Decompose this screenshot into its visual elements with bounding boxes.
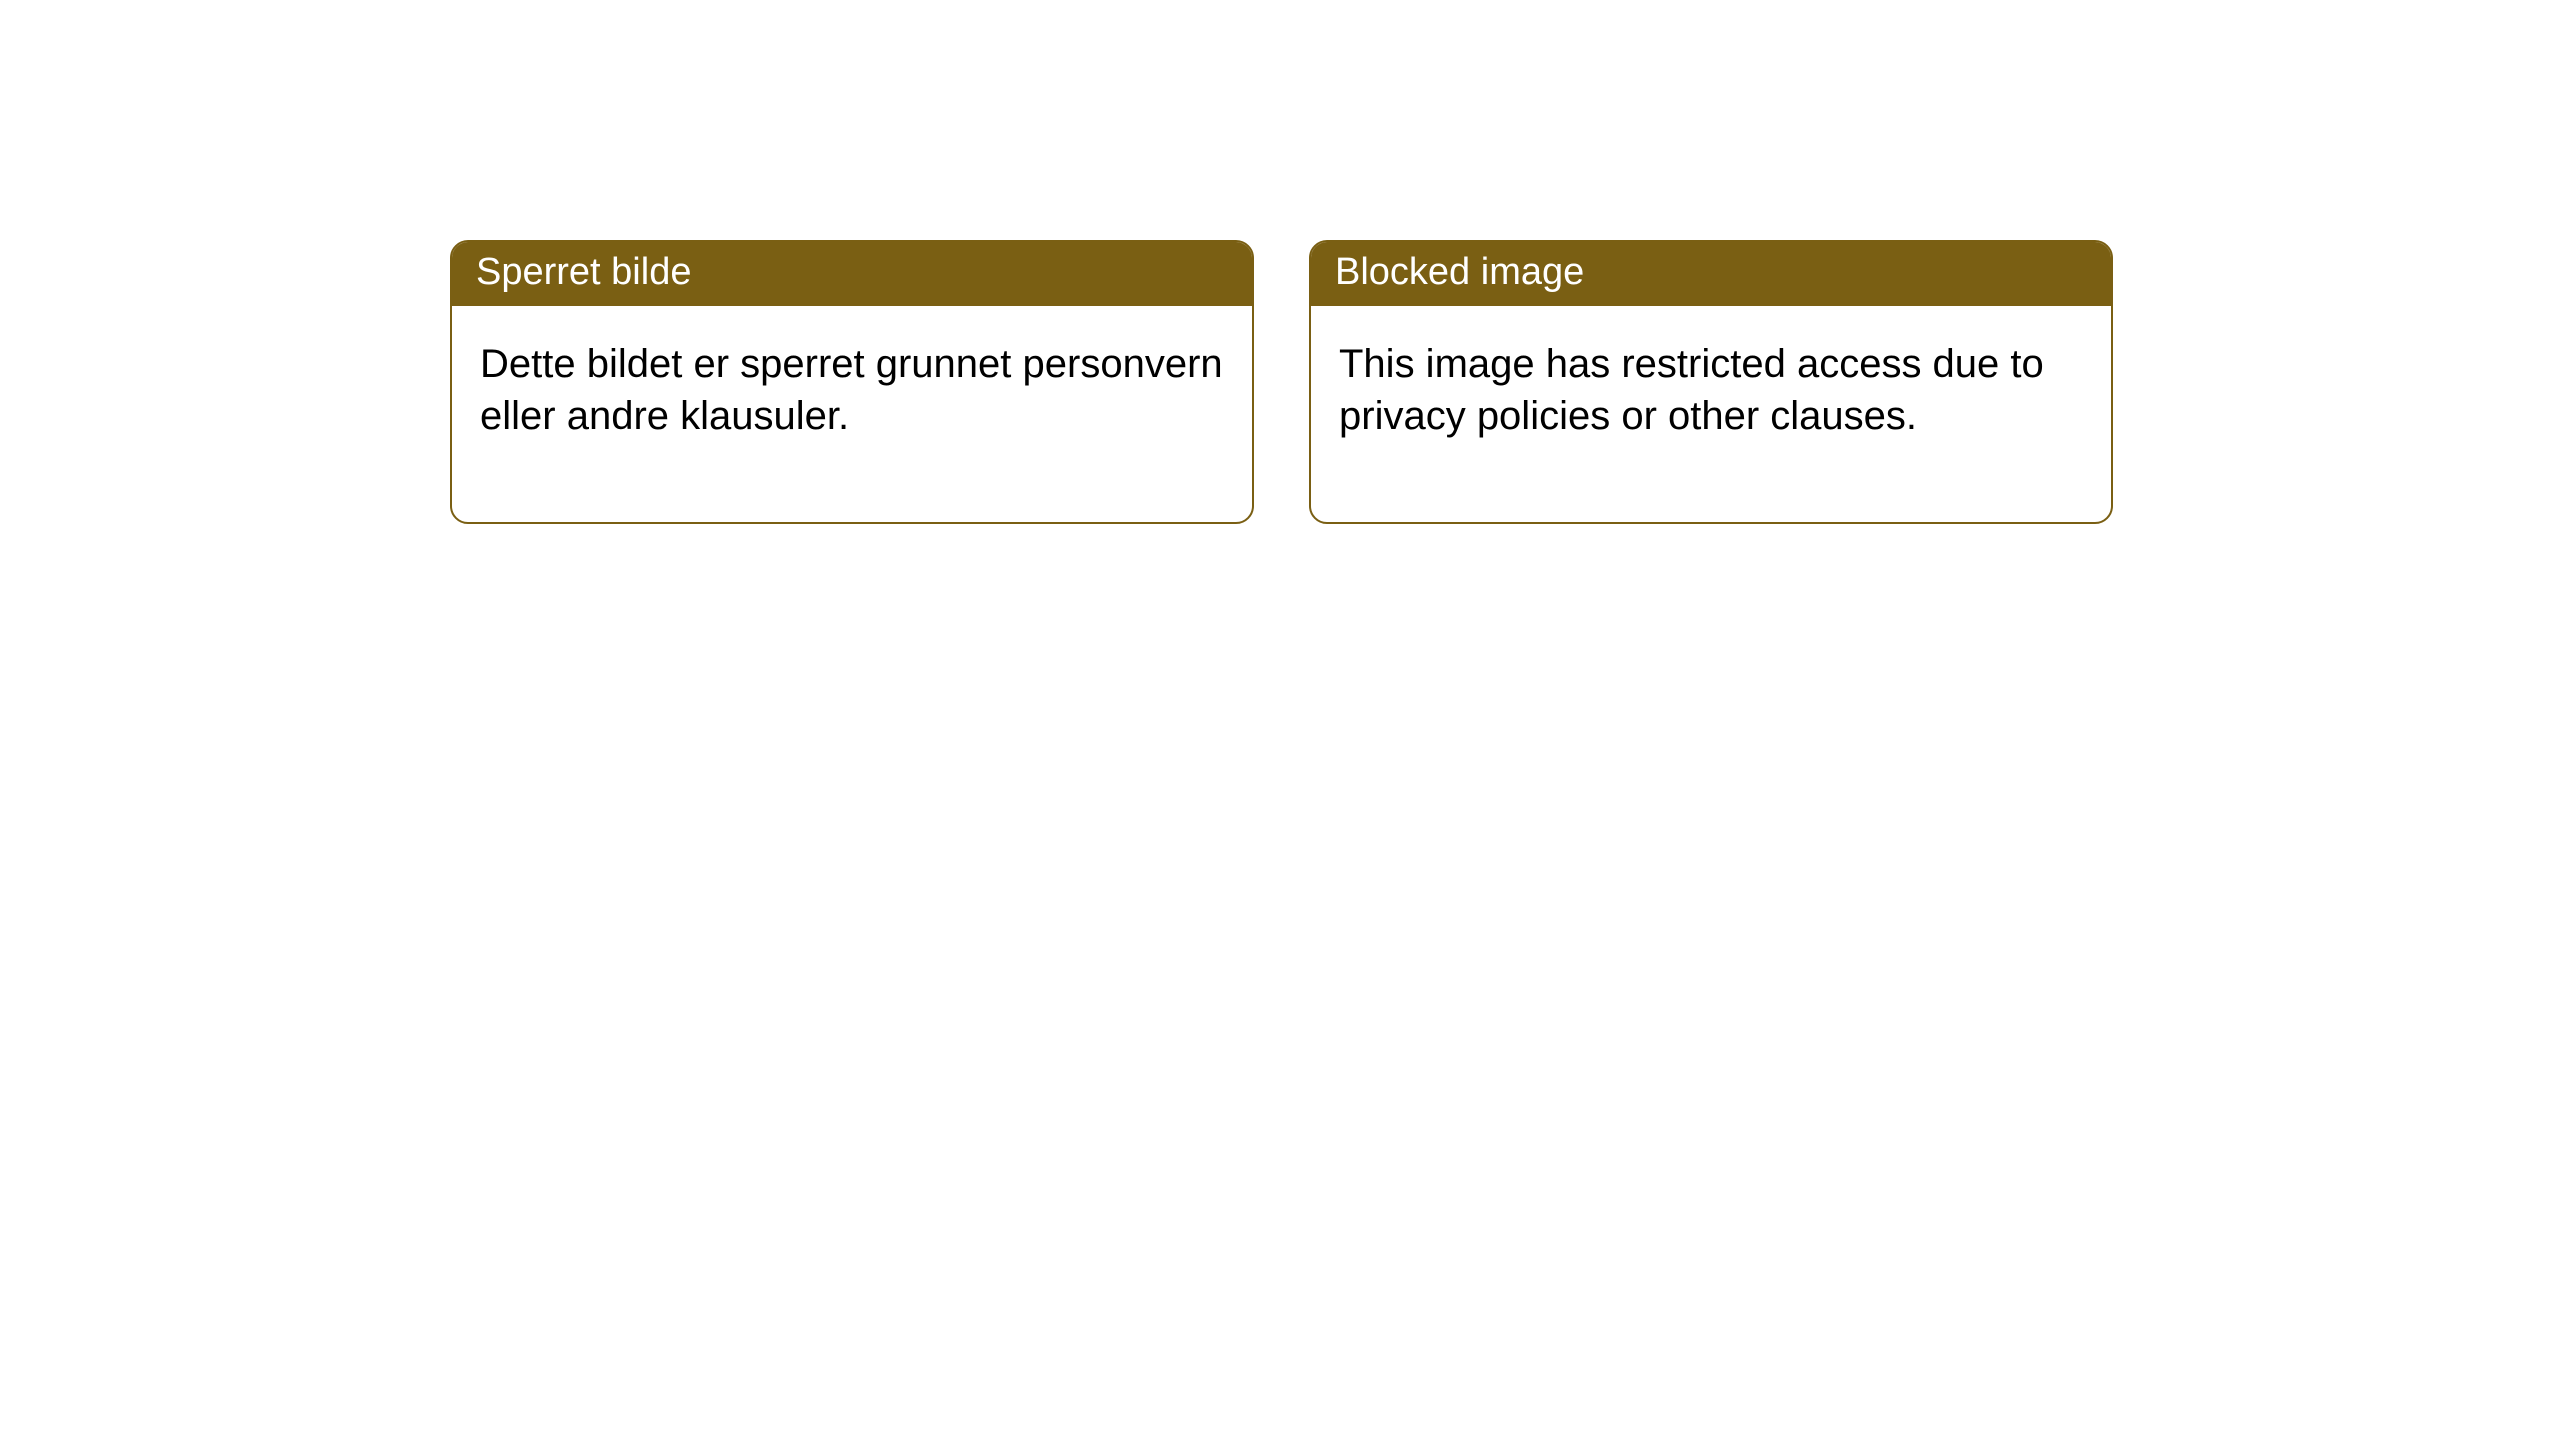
notice-container: Sperret bilde Dette bildet er sperret gr… (0, 0, 2560, 524)
notice-header: Blocked image (1311, 242, 2111, 306)
notice-box-norwegian: Sperret bilde Dette bildet er sperret gr… (450, 240, 1254, 524)
notice-body: This image has restricted access due to … (1311, 306, 2111, 522)
notice-box-english: Blocked image This image has restricted … (1309, 240, 2113, 524)
notice-body: Dette bildet er sperret grunnet personve… (452, 306, 1252, 522)
notice-header: Sperret bilde (452, 242, 1252, 306)
